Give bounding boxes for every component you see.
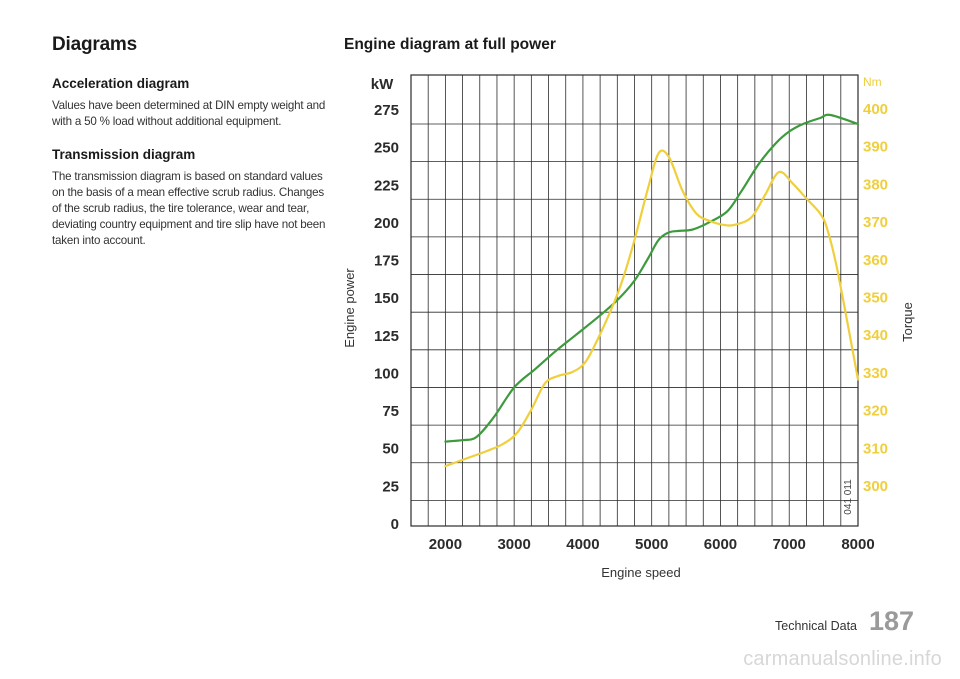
transmission-diagram-text: The transmission diagram is based on sta…	[52, 170, 326, 247]
y-axis-label-right: Torque	[900, 302, 915, 342]
y-tick-label-right: 310	[863, 440, 888, 457]
y-tick-label-right: 370	[863, 214, 888, 231]
y-tick-label-right: 330	[863, 365, 888, 382]
y-tick-label-right: 300	[863, 478, 888, 495]
transmission-diagram-heading: Transmission diagram	[52, 147, 196, 162]
x-tick-label: 3000	[497, 536, 530, 553]
y-tick-label-left: 275	[374, 102, 399, 119]
y-tick-label-right: 340	[863, 327, 888, 344]
y-tick-label-left: 0	[391, 516, 399, 533]
x-tick-label: 5000	[635, 536, 668, 553]
x-tick-label: 6000	[704, 536, 737, 553]
unit-label-right: Nm	[863, 75, 882, 89]
watermark: carmanualsonline.info	[0, 648, 960, 671]
x-axis-label: Engine speed	[601, 565, 681, 580]
diagrams-heading: Diagrams	[52, 34, 137, 55]
left-column: Diagrams Acceleration diagram Values hav…	[52, 34, 327, 266]
x-tick-label: 7000	[773, 536, 806, 553]
power-series-line	[444, 113, 860, 443]
y-tick-label-left: 250	[374, 140, 399, 157]
unit-label-left: kW	[371, 76, 394, 93]
y-tick-label-left: 225	[374, 177, 399, 194]
y-tick-label-left: 200	[374, 215, 399, 232]
y-axis-label-left: Engine power	[342, 268, 357, 348]
y-tick-label-left: 100	[374, 365, 399, 382]
torque-series-line	[444, 149, 860, 468]
x-tick-label: 8000	[841, 536, 874, 553]
acceleration-diagram-text: Values have been determined at DIN empty…	[52, 99, 326, 128]
y-tick-label-right: 360	[863, 252, 888, 269]
y-tick-label-right: 390	[863, 139, 888, 156]
figure-code: 041 011	[843, 479, 854, 515]
y-tick-label-right: 380	[863, 176, 888, 193]
y-tick-label-left: 25	[382, 478, 399, 495]
page-number: 187	[869, 606, 915, 636]
y-tick-label-left: 50	[382, 441, 399, 458]
y-tick-label-left: 75	[382, 403, 399, 420]
y-tick-label-left: 150	[374, 290, 399, 307]
watermark-text: carmanualsonline.info	[743, 648, 942, 670]
y-tick-label-left: 125	[374, 328, 399, 345]
y-tick-label-left: 175	[374, 253, 399, 270]
y-tick-label-right: 400	[863, 101, 888, 118]
y-tick-label-right: 320	[863, 403, 888, 420]
x-tick-label: 4000	[566, 536, 599, 553]
acceleration-diagram-heading: Acceleration diagram	[52, 76, 190, 91]
footer-label: Technical Data	[775, 619, 857, 633]
x-tick-label: 2000	[429, 536, 462, 553]
y-tick-label-right: 350	[863, 290, 888, 307]
chart-title: Engine diagram at full power	[344, 36, 556, 53]
